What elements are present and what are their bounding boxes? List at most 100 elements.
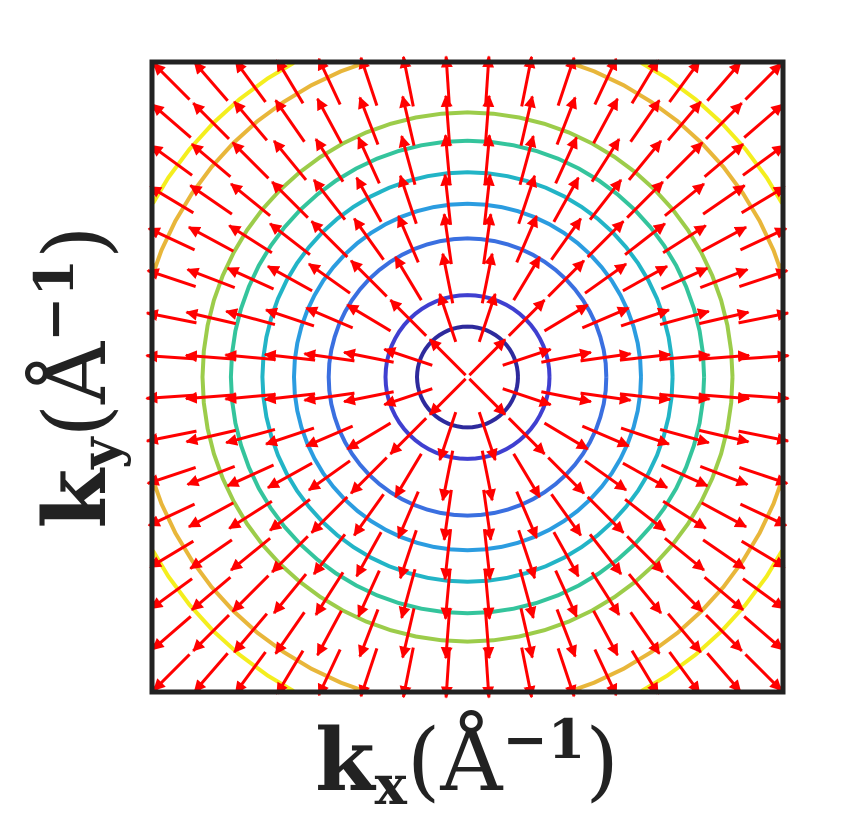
vector-arrow — [353, 493, 385, 537]
vector-arrow — [665, 141, 704, 180]
vector-arrow — [428, 338, 467, 377]
vector-arrow — [398, 529, 418, 580]
y-label-exponent: −1 — [22, 259, 86, 342]
y-label-symbol: k — [25, 467, 126, 529]
vector-arrow — [226, 463, 275, 488]
vector-arrow — [590, 138, 621, 183]
vector-arrow — [502, 347, 552, 367]
vector-arrow — [310, 220, 349, 259]
vector-arrow — [482, 173, 495, 226]
vector-arrow — [233, 612, 269, 654]
vector-arrow — [480, 252, 496, 304]
vector-arrow — [517, 529, 537, 580]
vector-arrow — [272, 573, 308, 615]
x-label-close: ) — [585, 711, 619, 811]
vector-arrow — [703, 143, 745, 178]
vector-arrow — [145, 429, 197, 445]
vector-arrow — [665, 574, 704, 613]
vector-arrow — [629, 99, 661, 143]
vector-arrow — [659, 392, 711, 404]
contour-line — [260, 170, 675, 584]
vector-arrow — [440, 134, 453, 186]
vector-arrow — [349, 259, 388, 298]
vector-arrow — [700, 501, 748, 529]
vector-arrow — [342, 390, 394, 406]
vector-arrow — [547, 456, 586, 495]
vector-arrow — [149, 539, 195, 569]
vector-arrow — [316, 97, 343, 144]
vector-arrow — [550, 493, 582, 537]
vector-arrow — [189, 184, 233, 216]
vector-arrow — [507, 299, 546, 337]
vector-arrow — [193, 61, 229, 102]
vector-arrow — [588, 533, 623, 576]
vector-arrow — [668, 651, 701, 694]
vector-arrow — [397, 214, 420, 263]
vector-arrow — [588, 178, 623, 221]
vector-arrow — [225, 427, 276, 446]
vector-arrow — [152, 653, 191, 692]
vector-arrow — [592, 97, 619, 144]
vector-arrow — [666, 612, 702, 654]
vector-arrow — [275, 649, 305, 695]
vector-arrow — [668, 60, 701, 103]
x-axis-label: kx(Å−1) — [315, 707, 619, 817]
vector-arrow — [228, 500, 273, 530]
vector-arrow — [626, 180, 664, 219]
vector-arrow — [738, 466, 789, 486]
vector-arrow — [399, 608, 416, 659]
vector-arrow — [145, 309, 197, 325]
x-label-subscript: x — [375, 753, 408, 817]
vector-arrow — [744, 62, 783, 101]
vector-arrow — [512, 255, 541, 301]
vector-arrow — [662, 224, 707, 254]
vector-arrow — [547, 259, 586, 298]
vector-arrow — [630, 59, 660, 105]
vector-arrow — [699, 464, 749, 487]
vector-arrow — [662, 500, 707, 530]
vector-arrow — [312, 533, 347, 576]
vector-arrow — [737, 350, 790, 363]
contour-line — [152, 62, 783, 692]
vector-arrow — [187, 501, 235, 529]
vector-arrow — [394, 453, 423, 499]
vector-arrow — [552, 176, 580, 223]
vector-arrow — [698, 391, 751, 404]
vector-arrow — [502, 387, 552, 407]
vector-arrow — [358, 96, 380, 146]
vector-arrow — [185, 308, 237, 326]
plot-frame — [149, 59, 786, 695]
vector-arrow — [264, 426, 315, 447]
y-label-subscript: y — [68, 436, 132, 470]
vector-arrow — [317, 57, 342, 106]
vector-arrow — [619, 392, 672, 405]
vector-arrow — [584, 262, 628, 295]
vector-arrow — [440, 55, 453, 107]
vector-arrow — [230, 537, 272, 572]
vector-arrow — [738, 429, 790, 445]
vector-arrow — [355, 176, 383, 223]
vector-arrow — [517, 174, 537, 225]
vector-arrow — [389, 417, 428, 455]
vector-arrow — [269, 222, 311, 256]
vector-arrow — [399, 55, 415, 107]
vector-arrow — [398, 174, 418, 225]
contour-line — [200, 110, 735, 644]
y-axis-label: ky(Å−1) — [22, 225, 132, 528]
vector-arrow — [146, 268, 197, 288]
vector-arrow — [630, 649, 660, 695]
vector-arrow — [152, 62, 191, 101]
vector-arrow — [349, 456, 388, 495]
vector-arrow — [737, 391, 790, 404]
contour-line — [152, 62, 783, 692]
vector-arrow — [358, 608, 380, 658]
vector-arrow — [663, 537, 705, 572]
x-label-exponent: −1 — [503, 707, 586, 771]
vector-arrow — [659, 308, 710, 327]
vector-arrow — [482, 213, 496, 265]
vector-arrow — [312, 178, 347, 221]
vector-arrow — [626, 535, 664, 574]
vector-arrow — [225, 308, 276, 327]
vector-arrow — [310, 495, 349, 534]
vector-arrow — [439, 213, 453, 265]
